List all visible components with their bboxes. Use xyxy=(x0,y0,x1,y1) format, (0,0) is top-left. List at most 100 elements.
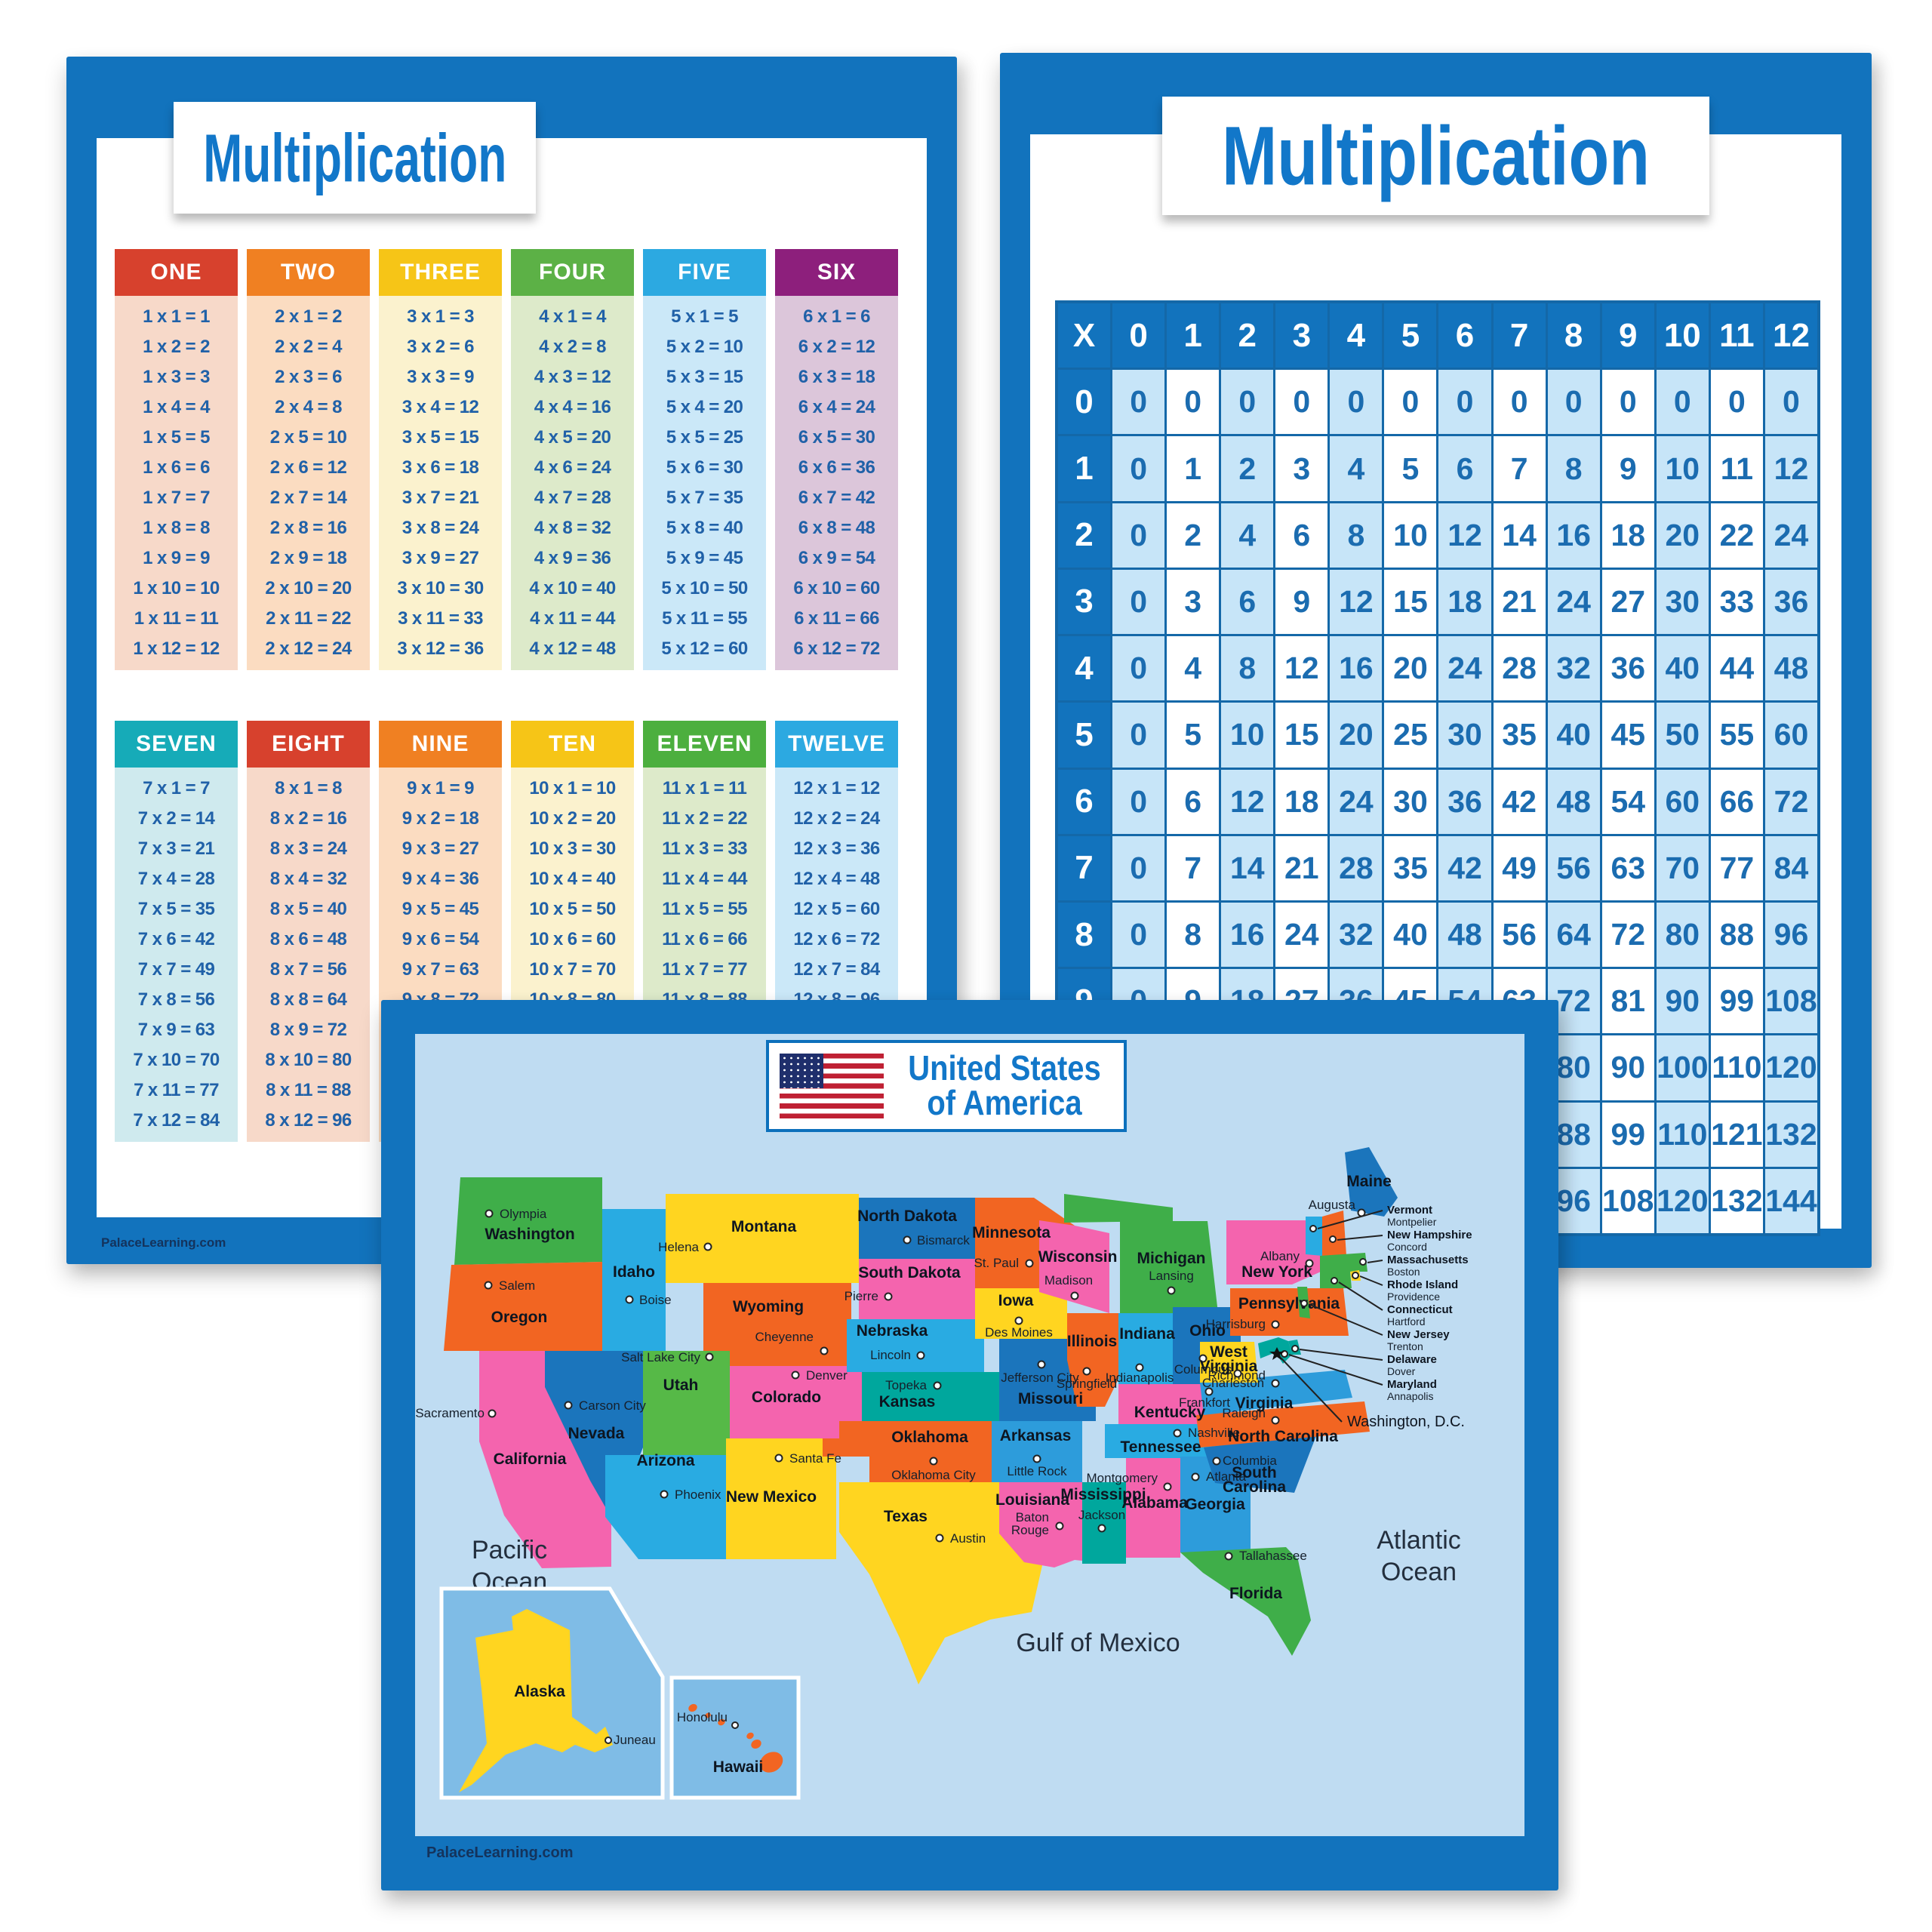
callout-state-label: Maryland xyxy=(1387,1378,1437,1391)
equation: 3 x 7 = 21 xyxy=(401,488,479,508)
equation: 5 x 10 = 50 xyxy=(661,578,748,598)
capital-dot xyxy=(485,1209,494,1218)
capital-dot xyxy=(791,1371,800,1380)
state-nebraska xyxy=(847,1319,984,1372)
grid-cell: 8 xyxy=(1547,436,1600,501)
state-michigan xyxy=(1120,1221,1218,1313)
state-label: Mississippi xyxy=(1060,1486,1146,1503)
table-header-two: TWO xyxy=(247,249,370,296)
callout-capital-label: Montpelier xyxy=(1387,1216,1437,1228)
capital-label: Santa Fe xyxy=(789,1451,841,1466)
grid-cell: 32 xyxy=(1330,902,1383,968)
capital-label: Phoenix xyxy=(675,1487,721,1502)
capital-label: Augusta xyxy=(1309,1198,1356,1212)
capital-dot xyxy=(1271,1416,1280,1425)
grid-cell: 49 xyxy=(1493,835,1546,900)
times-table-three: THREE 3 x 1 = 3 3 x 2 = 6 3 x 3 = 9 3 x 4 = … xyxy=(379,249,502,670)
state-pennsylvania xyxy=(1230,1288,1349,1336)
equation: 8 x 11 = 88 xyxy=(266,1080,351,1100)
grid-cell: 6 xyxy=(1275,503,1328,568)
grid-cell: 24 xyxy=(1547,569,1600,635)
usa-map-title-box: United States of America xyxy=(766,1040,1127,1132)
state-hawaii xyxy=(688,1703,697,1712)
capital-dot xyxy=(1271,1320,1280,1329)
state-label: Washington xyxy=(485,1226,574,1243)
grid-cell: 132 xyxy=(1764,1102,1817,1167)
equation: 4 x 12 = 48 xyxy=(529,638,616,659)
equation: 3 x 2 = 6 xyxy=(407,337,474,357)
grid-cell: 72 xyxy=(1764,769,1817,834)
capital-label: Little Rock xyxy=(1007,1464,1067,1478)
state-label: Nevada xyxy=(568,1425,625,1442)
grid-cell: 96 xyxy=(1764,902,1817,968)
grid-cell: 14 xyxy=(1221,835,1274,900)
grid-cell: 56 xyxy=(1547,835,1600,900)
state-label: Wisconsin xyxy=(1038,1248,1118,1266)
capital-label: Frankfort xyxy=(1179,1395,1230,1410)
capital-label: Oklahoma City xyxy=(891,1468,976,1482)
state-label: Wyoming xyxy=(733,1298,804,1315)
equation: 5 x 12 = 60 xyxy=(661,638,748,659)
equation: 11 x 6 = 66 xyxy=(662,929,747,949)
grid-cell: 4 xyxy=(1330,436,1383,501)
poster-left-title-box: Multiplication xyxy=(174,102,536,214)
grid-cell: 108 xyxy=(1601,1168,1654,1233)
equation: 11 x 3 = 33 xyxy=(662,838,747,859)
capital-dot xyxy=(916,1351,925,1360)
state-utah xyxy=(643,1351,730,1455)
equation: 5 x 1 = 5 xyxy=(671,306,738,327)
grid-cell: 15 xyxy=(1275,703,1328,768)
equation: 9 x 6 = 54 xyxy=(401,929,479,949)
state-idaho xyxy=(602,1209,666,1351)
equation: 5 x 3 = 15 xyxy=(666,367,743,387)
capital-dot xyxy=(564,1401,573,1410)
grid-cell: 18 xyxy=(1438,569,1491,635)
capital-dot xyxy=(703,1242,712,1251)
equation: 8 x 9 = 72 xyxy=(269,1020,347,1040)
hawaii-inset-box xyxy=(669,1675,801,1800)
grid-cell: 5 xyxy=(1384,436,1437,501)
equation: 3 x 4 = 12 xyxy=(401,397,479,417)
equation: 12 x 3 = 36 xyxy=(793,838,880,859)
equation: 1 x 2 = 2 xyxy=(143,337,210,357)
grid-cell: 90 xyxy=(1601,1035,1654,1100)
grid-cell: 25 xyxy=(1384,703,1437,768)
equation: 8 x 12 = 96 xyxy=(265,1110,352,1131)
grid-cell: 77 xyxy=(1710,835,1763,900)
state-label: Georgia xyxy=(1185,1496,1245,1513)
state-maryland xyxy=(1258,1337,1292,1364)
state-label: Arizona xyxy=(636,1452,694,1469)
grid-cell: 0 xyxy=(1112,769,1165,834)
capital-label: Pierre xyxy=(844,1289,878,1303)
grid-cell: 7 xyxy=(1493,436,1546,501)
flag-canton xyxy=(780,1054,823,1088)
capital-dot xyxy=(774,1454,783,1463)
capital-label: Sacramento xyxy=(415,1406,485,1420)
state-label: Nebraska xyxy=(857,1322,928,1340)
equation: 12 x 7 = 84 xyxy=(793,959,880,980)
capital-dot xyxy=(1212,1457,1221,1466)
grid-col-header-10: 10 xyxy=(1656,303,1709,368)
equation: 2 x 4 = 8 xyxy=(275,397,342,417)
grid-cell: 0 xyxy=(1112,569,1165,635)
grid-cell: 108 xyxy=(1764,969,1817,1034)
state-label: Iowa xyxy=(998,1292,1034,1309)
equation: 7 x 4 = 28 xyxy=(137,869,215,889)
capital-dot xyxy=(884,1292,893,1301)
state-texas xyxy=(839,1482,1043,1684)
callout-line xyxy=(1337,1235,1383,1241)
grid-cell: 0 xyxy=(1547,370,1600,435)
capital-dot xyxy=(1305,1259,1314,1268)
grid-cell: 0 xyxy=(1167,370,1220,435)
grid-cell: 0 xyxy=(1112,835,1165,900)
grid-cell: 44 xyxy=(1710,636,1763,701)
state-label: Michigan xyxy=(1137,1250,1205,1267)
capital-dot xyxy=(903,1235,912,1244)
grid-cell: 8 xyxy=(1330,503,1383,568)
equation: 4 x 6 = 24 xyxy=(534,457,611,478)
capital-label: Tallahassee xyxy=(1239,1549,1307,1563)
capital-dot xyxy=(1291,1345,1299,1352)
capital-label: Des Moines xyxy=(985,1325,1053,1340)
